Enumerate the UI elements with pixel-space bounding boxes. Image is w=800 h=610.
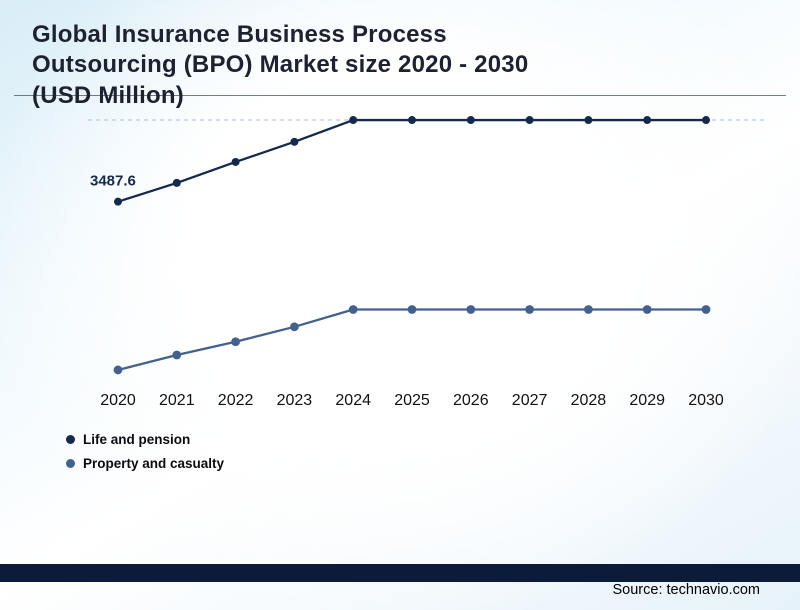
- svg-text:2020: 2020: [100, 392, 136, 409]
- legend-marker-icon: [66, 435, 75, 444]
- footer-bar: [0, 564, 800, 582]
- legend-item-property-and-casualty: Property and casualty: [66, 456, 224, 471]
- title-divider: [14, 95, 786, 96]
- svg-text:3487.6: 3487.6: [90, 173, 136, 190]
- source-credit: Source: technavio.com: [612, 582, 761, 598]
- svg-text:2030: 2030: [688, 392, 724, 409]
- chart-title: Global Insurance Business Process Outsou…: [32, 21, 529, 109]
- svg-text:2027: 2027: [512, 392, 548, 409]
- svg-text:2029: 2029: [629, 392, 665, 409]
- svg-text:2026: 2026: [453, 392, 489, 409]
- svg-text:2024: 2024: [335, 392, 371, 409]
- chart-legend: Life and pension Property and casualty: [66, 432, 224, 471]
- svg-text:2022: 2022: [218, 392, 254, 409]
- svg-text:2023: 2023: [277, 392, 313, 409]
- legend-label: Property and casualty: [83, 456, 225, 471]
- legend-marker-icon: [66, 459, 75, 468]
- svg-text:2028: 2028: [571, 392, 607, 409]
- svg-text:2025: 2025: [394, 392, 430, 409]
- legend-label: Life and pension: [83, 432, 191, 447]
- legend-item-life-and-pension: Life and pension: [66, 432, 224, 447]
- svg-text:2021: 2021: [159, 392, 195, 409]
